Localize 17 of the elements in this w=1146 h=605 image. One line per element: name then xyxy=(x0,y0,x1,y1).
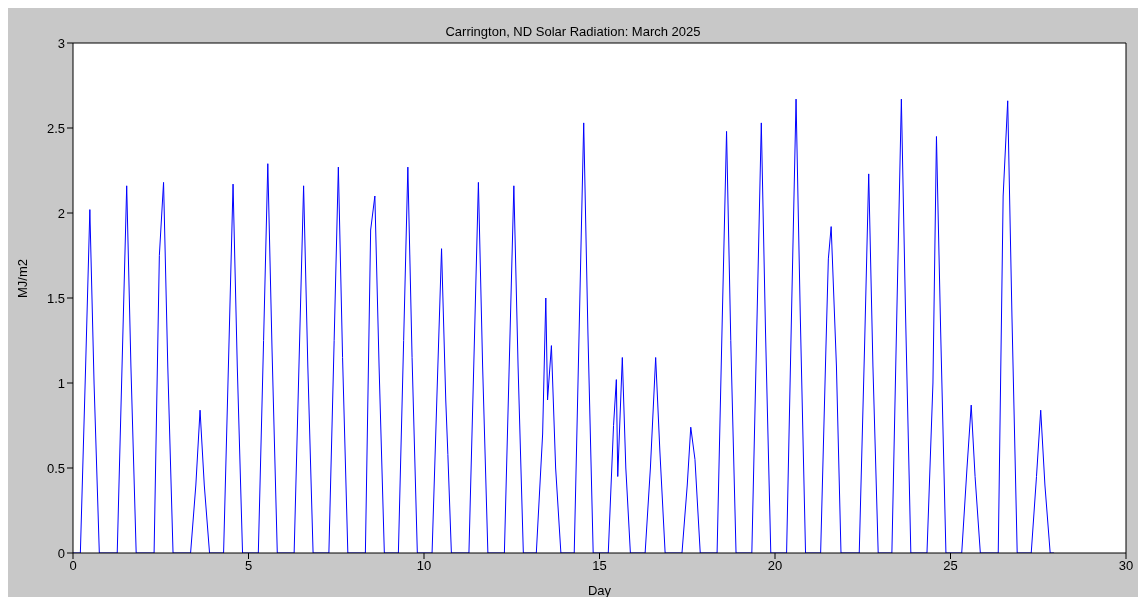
chart-title: Carrington, ND Solar Radiation: March 2025 xyxy=(445,24,701,39)
y-tick-label: 0.5 xyxy=(46,460,65,476)
x-axis-title: Day xyxy=(587,583,612,598)
y-tick-label: 1 xyxy=(57,375,65,391)
y-axis-title: MJ/m2 xyxy=(14,259,30,298)
y-tick-label: 2 xyxy=(57,205,65,221)
x-tick-label: 25 xyxy=(943,558,958,574)
x-tick-label: 15 xyxy=(592,558,607,574)
x-tick-label: 30 xyxy=(1118,558,1134,574)
y-tick-label: 3 xyxy=(57,35,65,51)
y-tick-label: 1.5 xyxy=(46,290,65,306)
x-tick-label: 5 xyxy=(244,558,253,574)
x-tick-label: 10 xyxy=(416,558,432,574)
y-tick-label: 0 xyxy=(57,545,65,561)
y-tick-label: 2.5 xyxy=(46,120,65,136)
x-tick-label: 20 xyxy=(767,558,783,574)
x-tick-label: 0 xyxy=(69,558,77,574)
